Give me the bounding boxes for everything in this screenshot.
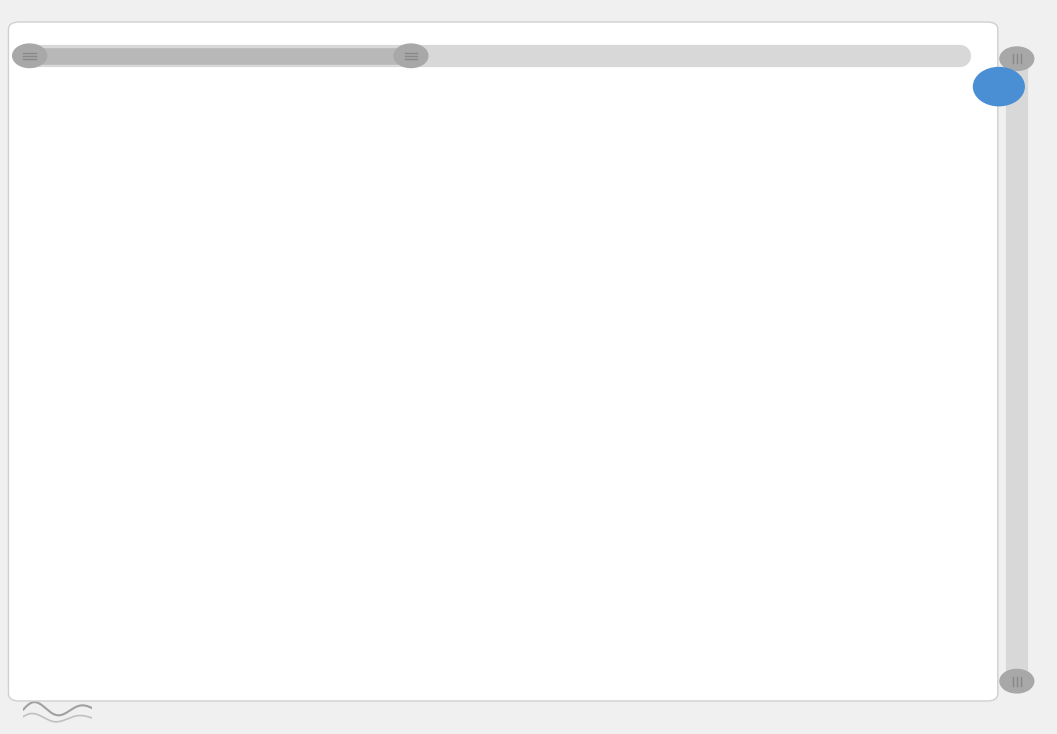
Bar (112, 150, 208, 155)
Bar (97, 301, 105, 302)
Bar (184, 291, 208, 294)
Bar (431, 374, 502, 379)
Text: ----: ---- (187, 360, 202, 370)
Text: Estimated end value: 4 134 $: Estimated end value: 4 134 $ (187, 385, 341, 396)
Bar (556, 534, 571, 537)
Bar (270, 169, 968, 174)
Bar (556, 589, 968, 594)
Bar (144, 272, 155, 275)
Bar (556, 625, 968, 631)
Bar (120, 245, 128, 247)
Bar (141, 253, 190, 257)
Bar (556, 562, 567, 564)
Bar (105, 142, 126, 145)
Bar (184, 253, 316, 257)
Bar (180, 338, 185, 340)
Bar (556, 496, 585, 499)
Bar (44, 94, 94, 99)
Bar (406, 356, 470, 360)
Bar (556, 402, 968, 407)
Bar (556, 553, 574, 555)
Bar (556, 607, 968, 612)
Bar (255, 346, 431, 350)
Bar (162, 320, 169, 321)
Bar (556, 542, 968, 547)
Bar (190, 300, 406, 304)
Bar (549, 467, 968, 472)
Bar (466, 412, 502, 415)
Text: iShares S&P 500 Information Technology Sector UCITS ETF USD (Acc): iShares S&P 500 Information Technology S… (187, 352, 595, 362)
Bar (208, 281, 377, 286)
Bar (194, 113, 968, 118)
Bar (180, 104, 205, 108)
Bar (133, 161, 273, 163)
Bar (91, 161, 109, 163)
Bar (556, 597, 968, 603)
Bar (556, 571, 563, 573)
Bar (173, 226, 180, 228)
Bar (556, 487, 569, 490)
Bar (563, 506, 581, 509)
Bar (556, 476, 968, 482)
Bar (556, 579, 968, 584)
Bar (556, 617, 968, 622)
Bar (484, 448, 968, 454)
Bar (198, 291, 413, 294)
Bar (44, 327, 184, 333)
Bar (128, 217, 133, 219)
Bar (44, 197, 126, 201)
Bar (126, 216, 216, 220)
Bar (112, 133, 141, 135)
Bar (212, 319, 420, 322)
Bar (112, 188, 190, 192)
Bar (141, 178, 212, 183)
Bar (141, 197, 288, 201)
Bar (448, 393, 506, 397)
Bar (123, 264, 130, 266)
Bar (66, 272, 126, 276)
Bar (144, 264, 155, 266)
Bar (44, 141, 119, 145)
Bar (44, 123, 84, 127)
Bar (238, 338, 420, 341)
Bar (208, 179, 270, 183)
FancyBboxPatch shape (179, 350, 719, 397)
Bar (119, 300, 141, 303)
Bar (567, 515, 577, 517)
Text: −: − (988, 75, 1009, 98)
Bar (560, 524, 574, 527)
Bar (44, 132, 91, 136)
Bar (424, 365, 492, 369)
Bar (438, 384, 484, 388)
Bar (478, 431, 517, 435)
Bar (173, 264, 180, 266)
Text: Last quantity: 150: Last quantity: 150 (187, 377, 282, 388)
Bar (141, 234, 216, 239)
Bar (492, 459, 535, 462)
Bar (129, 245, 133, 247)
Bar (234, 320, 241, 321)
Bar (44, 160, 101, 164)
Text: 2022-01-21 - 2040-12-31: 2022-01-21 - 2040-12-31 (187, 368, 318, 379)
Bar (208, 217, 298, 219)
Bar (169, 151, 179, 154)
Bar (556, 308, 968, 313)
Bar (212, 235, 409, 239)
Bar (190, 272, 198, 275)
Bar (484, 440, 524, 443)
Bar (119, 123, 148, 126)
Bar (470, 421, 492, 425)
Bar (556, 206, 968, 211)
Bar (187, 188, 244, 192)
